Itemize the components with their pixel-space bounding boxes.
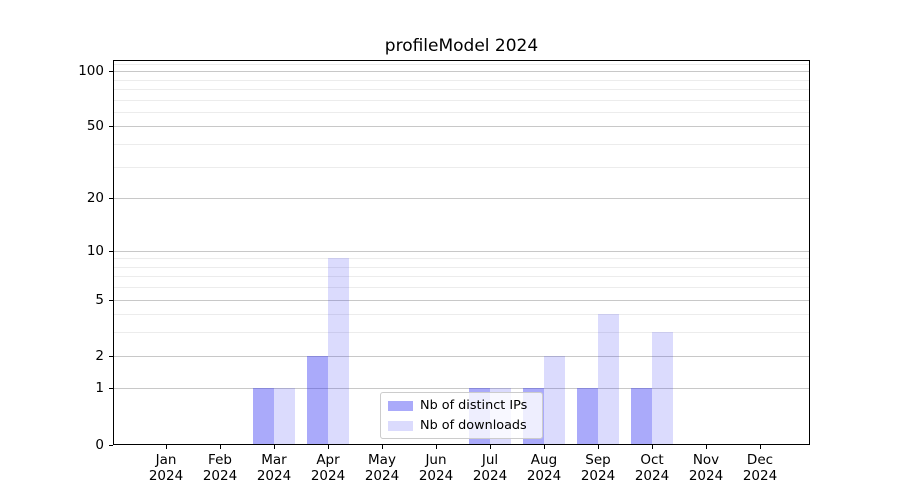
- gridline-minor-y-7: [114, 276, 809, 278]
- x-tick-label-nov: Nov 2024: [688, 452, 724, 484]
- legend-item-distinct-ips: Nb of distinct IPs: [388, 398, 536, 413]
- gridline-major-y-50: [114, 126, 809, 128]
- gridlines-layer: [114, 61, 809, 444]
- x-tick-mar: [274, 445, 275, 449]
- gridline-minor-y-3: [114, 332, 809, 334]
- bars-layer: [114, 61, 809, 444]
- x-tick-apr: [328, 445, 329, 449]
- y-tick-0: [109, 444, 113, 446]
- gridline-minor-y-4: [114, 314, 809, 316]
- x-tick-dec: [760, 445, 761, 449]
- plot-area: Nb of distinct IPs Nb of downloads: [113, 60, 810, 445]
- x-tick-label-apr: Apr 2024: [310, 452, 346, 484]
- y-tick-2: [109, 355, 113, 357]
- y-tick-label-1: 1: [95, 380, 104, 397]
- gridline-minor-y-9: [114, 258, 809, 260]
- bar-downloads-apr: [328, 258, 349, 444]
- gridline-major-y-10: [114, 250, 809, 252]
- legend-swatch-distinct-ips: [388, 400, 413, 411]
- gridline-major-y-20: [114, 198, 809, 200]
- x-tick-nov: [706, 445, 707, 449]
- y-tick-label-100: 100: [78, 63, 104, 80]
- bar-distinct-ips-mar: [253, 388, 274, 444]
- y-tick-label-50: 50: [86, 118, 104, 135]
- gridline-minor-y-40: [114, 144, 809, 146]
- y-tick-label-10: 10: [86, 242, 104, 259]
- bar-downloads-aug: [544, 355, 565, 444]
- x-tick-label-oct: Oct 2024: [634, 452, 670, 484]
- gridline-minor-y-8: [114, 266, 809, 268]
- bar-distinct-ips-apr: [307, 355, 328, 444]
- legend-label-distinct-ips: Nb of distinct IPs: [420, 398, 528, 413]
- x-tick-feb: [220, 445, 221, 449]
- bar-downloads-sep: [598, 314, 619, 444]
- gridline-major-y-5: [114, 299, 809, 301]
- x-tick-label-may: May 2024: [364, 452, 400, 484]
- legend: Nb of distinct IPs Nb of downloads: [380, 392, 543, 439]
- x-tick-label-mar: Mar 2024: [256, 452, 292, 484]
- gridline-minor-y-110: [114, 63, 809, 65]
- x-tick-oct: [652, 445, 653, 449]
- gridline-minor-y-80: [114, 89, 809, 90]
- y-tick-50: [109, 126, 113, 128]
- x-tick-jul: [490, 445, 491, 449]
- x-tick-label-jun: Jun 2024: [418, 452, 454, 484]
- chart-title: profileModel 2024: [384, 36, 539, 56]
- x-tick-label-jan: Jan 2024: [148, 452, 184, 484]
- gridline-minor-y-70: [114, 99, 809, 101]
- gridline-major-y-100: [114, 71, 809, 73]
- gridline-minor-y-30: [114, 166, 809, 168]
- x-tick-label-dec: Dec 2024: [742, 452, 778, 484]
- gridline-minor-y-90: [114, 79, 809, 81]
- legend-label-downloads: Nb of downloads: [420, 418, 527, 433]
- y-tick-label-20: 20: [86, 190, 104, 207]
- x-tick-label-feb: Feb 2024: [202, 452, 238, 484]
- y-tick-label-0: 0: [95, 436, 104, 453]
- bar-distinct-ips-sep: [577, 388, 598, 444]
- x-tick-may: [382, 445, 383, 449]
- gridline-major-y-2: [114, 355, 809, 357]
- x-tick-jun: [436, 445, 437, 449]
- x-tick-jan: [166, 445, 167, 449]
- legend-swatch-downloads: [388, 420, 413, 431]
- bar-distinct-ips-oct: [631, 388, 652, 444]
- bar-downloads-mar: [274, 388, 295, 444]
- x-tick-label-sep: Sep 2024: [580, 452, 616, 484]
- y-tick-1: [109, 388, 113, 390]
- y-tick-20: [109, 198, 113, 200]
- y-tick-100: [109, 71, 113, 73]
- x-tick-sep: [598, 445, 599, 449]
- x-tick-aug: [544, 445, 545, 449]
- y-tick-10: [109, 250, 113, 252]
- x-tick-label-aug: Aug 2024: [526, 452, 562, 484]
- bar-downloads-oct: [652, 332, 673, 444]
- gridline-major-y-1: [114, 388, 809, 390]
- y-tick-label-5: 5: [95, 291, 104, 308]
- y-tick-5: [109, 299, 113, 301]
- gridline-minor-y-60: [114, 111, 809, 113]
- y-tick-label-2: 2: [95, 347, 104, 364]
- gridline-minor-y-6: [114, 287, 809, 289]
- x-tick-label-jul: Jul 2024: [472, 452, 508, 484]
- legend-item-downloads: Nb of downloads: [388, 418, 536, 433]
